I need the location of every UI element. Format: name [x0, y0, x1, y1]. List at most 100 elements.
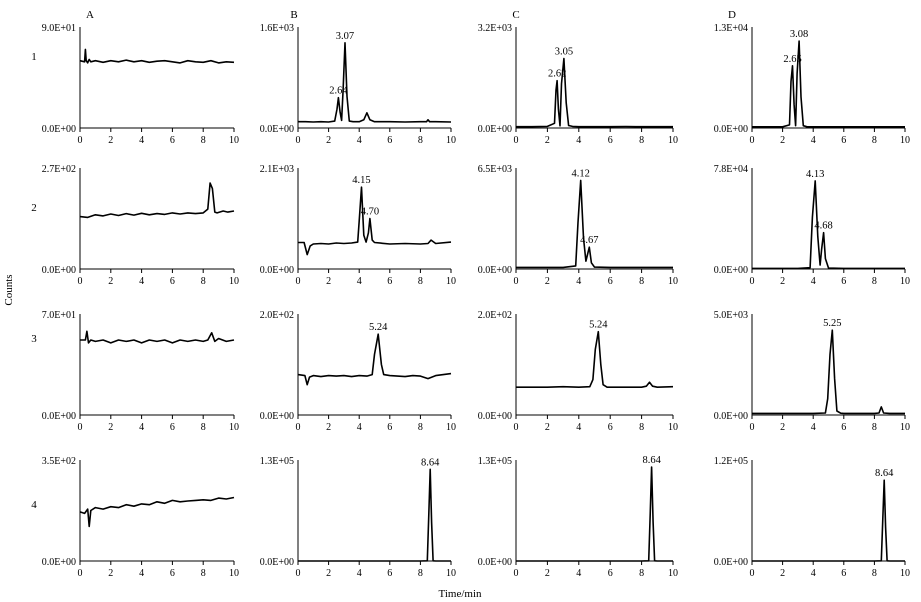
panel-A4: 3.5E+02 0.0E+000 2 4 6 8 10 — [42, 456, 239, 579]
x-tick-label: 10 — [229, 568, 239, 579]
x-tick-label: 4 — [576, 135, 581, 146]
x-tick-label: 6 — [608, 568, 613, 579]
x-tick-label: 8 — [201, 276, 206, 287]
y-max-label: 1.3E+05 — [478, 456, 512, 467]
x-tick-label: 0 — [750, 276, 755, 287]
row-label: 1 — [31, 51, 37, 63]
x-tick-label: 4 — [139, 276, 144, 287]
peak-label: 5.24 — [369, 322, 388, 333]
x-tick-label: 8 — [639, 422, 644, 433]
x-tick-label: 6 — [170, 135, 175, 146]
x-tick-label: 8 — [639, 276, 644, 287]
peak-label: 4.67 — [580, 235, 598, 246]
x-tick-label: 2 — [108, 135, 113, 146]
peak-label: 4.12 — [571, 168, 589, 179]
peak-label: 8.64 — [875, 468, 894, 479]
x-tick-label: 10 — [900, 135, 910, 146]
panel-A3: 7.0E+01 0.0E+000 2 4 6 8 10 — [42, 310, 239, 433]
y-min-label: 0.0E+00 — [714, 124, 748, 135]
x-tick-label: 0 — [514, 422, 519, 433]
x-tick-label: 6 — [841, 568, 846, 579]
chromatogram-trace — [516, 330, 674, 388]
row-label: 3 — [31, 333, 37, 345]
chromatogram-trace — [752, 180, 905, 270]
y-max-label: 1.2E+05 — [714, 456, 748, 467]
x-tick-label: 8 — [872, 568, 877, 579]
y-min-label: 0.0E+00 — [714, 557, 748, 568]
x-tick-label: 10 — [668, 422, 678, 433]
peak-label: 2.64 — [329, 86, 348, 97]
chart-panels: 9.0E+010.0E+000 2 4 6 8 101.6E+030.0E+000 2 4 6 8… — [42, 23, 910, 579]
y-min-label: 0.0E+00 — [478, 124, 512, 135]
x-tick-label: 8 — [201, 422, 206, 433]
x-tick-label: 8 — [418, 568, 423, 579]
x-tick-label: 2 — [545, 276, 550, 287]
row-label: 4 — [31, 499, 37, 511]
x-tick-label: 6 — [387, 568, 392, 579]
x-tick-label: 0 — [296, 422, 301, 433]
y-min-label: 0.0E+00 — [42, 557, 76, 568]
x-tick-label: 2 — [108, 276, 113, 287]
column-label: B — [290, 9, 297, 21]
chromatogram-trace — [516, 179, 673, 269]
panel-A2: 2.7E+02 0.0E+000 2 4 6 8 10 — [42, 164, 239, 287]
x-tick-label: 4 — [357, 135, 362, 146]
x-tick-label: 4 — [811, 568, 816, 579]
panel-C2: 6.5E+03 0.0E+000 2 4 6 8 10 4.12 4.67 — [478, 164, 678, 287]
x-tick-label: 2 — [545, 135, 550, 146]
column-labels: A B C D — [86, 9, 736, 21]
chromatogram-trace — [752, 329, 905, 415]
y-min-label: 0.0E+00 — [478, 411, 512, 422]
chromatogram-trace — [79, 48, 235, 64]
x-tick-label: 10 — [900, 276, 910, 287]
x-tick-label: 2 — [326, 422, 331, 433]
x-tick-label: 4 — [357, 422, 362, 433]
x-tick-label: 2 — [780, 422, 785, 433]
x-axis-title: Time/min — [439, 588, 482, 600]
x-tick-label: 2 — [545, 422, 550, 433]
x-tick-label: 4 — [576, 276, 581, 287]
panel-D4: 1.2E+05 0.0E+000 2 4 6 8 10 8.64 — [714, 456, 910, 579]
x-tick-label: 4 — [357, 276, 362, 287]
y-min-label: 0.0E+00 — [478, 265, 512, 276]
x-tick-label: 2 — [326, 135, 331, 146]
x-tick-label: 8 — [418, 276, 423, 287]
peak-label: 4.13 — [806, 169, 824, 180]
y-max-label: 3.2E+03 — [478, 23, 512, 34]
x-tick-label: 10 — [446, 568, 456, 579]
y-max-label: 1.3E+05 — [260, 456, 294, 467]
row-label: 2 — [31, 202, 37, 214]
y-max-label: 3.5E+02 — [42, 456, 76, 467]
x-tick-label: 0 — [296, 568, 301, 579]
y-min-label: 0.0E+00 — [42, 265, 76, 276]
panel-C4: 1.3E+05 0.0E+000 2 4 6 8 10 8.64 — [478, 455, 678, 579]
peak-label: 8.64 — [642, 455, 661, 466]
x-tick-label: 2 — [326, 568, 331, 579]
x-tick-label: 2 — [326, 276, 331, 287]
x-tick-label: 2 — [545, 568, 550, 579]
chromatogram-trace — [79, 496, 235, 528]
x-tick-label: 4 — [357, 568, 362, 579]
x-tick-label: 10 — [668, 135, 678, 146]
x-tick-label: 6 — [387, 276, 392, 287]
x-tick-label: 6 — [170, 276, 175, 287]
peak-label: 4.68 — [814, 221, 832, 232]
x-tick-label: 8 — [639, 135, 644, 146]
x-tick-label: 4 — [576, 422, 581, 433]
chromatogram-trace — [752, 479, 905, 562]
x-tick-label: 0 — [78, 568, 83, 579]
x-tick-label: 2 — [108, 568, 113, 579]
x-tick-label: 6 — [608, 276, 613, 287]
x-tick-label: 8 — [872, 422, 877, 433]
column-label: A — [86, 9, 94, 21]
x-tick-label: 10 — [668, 568, 678, 579]
chromatogram-trace — [297, 333, 452, 386]
y-max-label: 1.6E+03 — [260, 23, 294, 34]
chromatogram-trace — [516, 57, 673, 128]
y-min-label: 0.0E+00 — [260, 557, 294, 568]
x-tick-label: 0 — [78, 276, 83, 287]
peak-label: 5.24 — [589, 320, 608, 331]
x-tick-label: 10 — [668, 276, 678, 287]
y-max-label: 2.0E+02 — [478, 310, 512, 321]
y-min-label: 0.0E+00 — [478, 557, 512, 568]
